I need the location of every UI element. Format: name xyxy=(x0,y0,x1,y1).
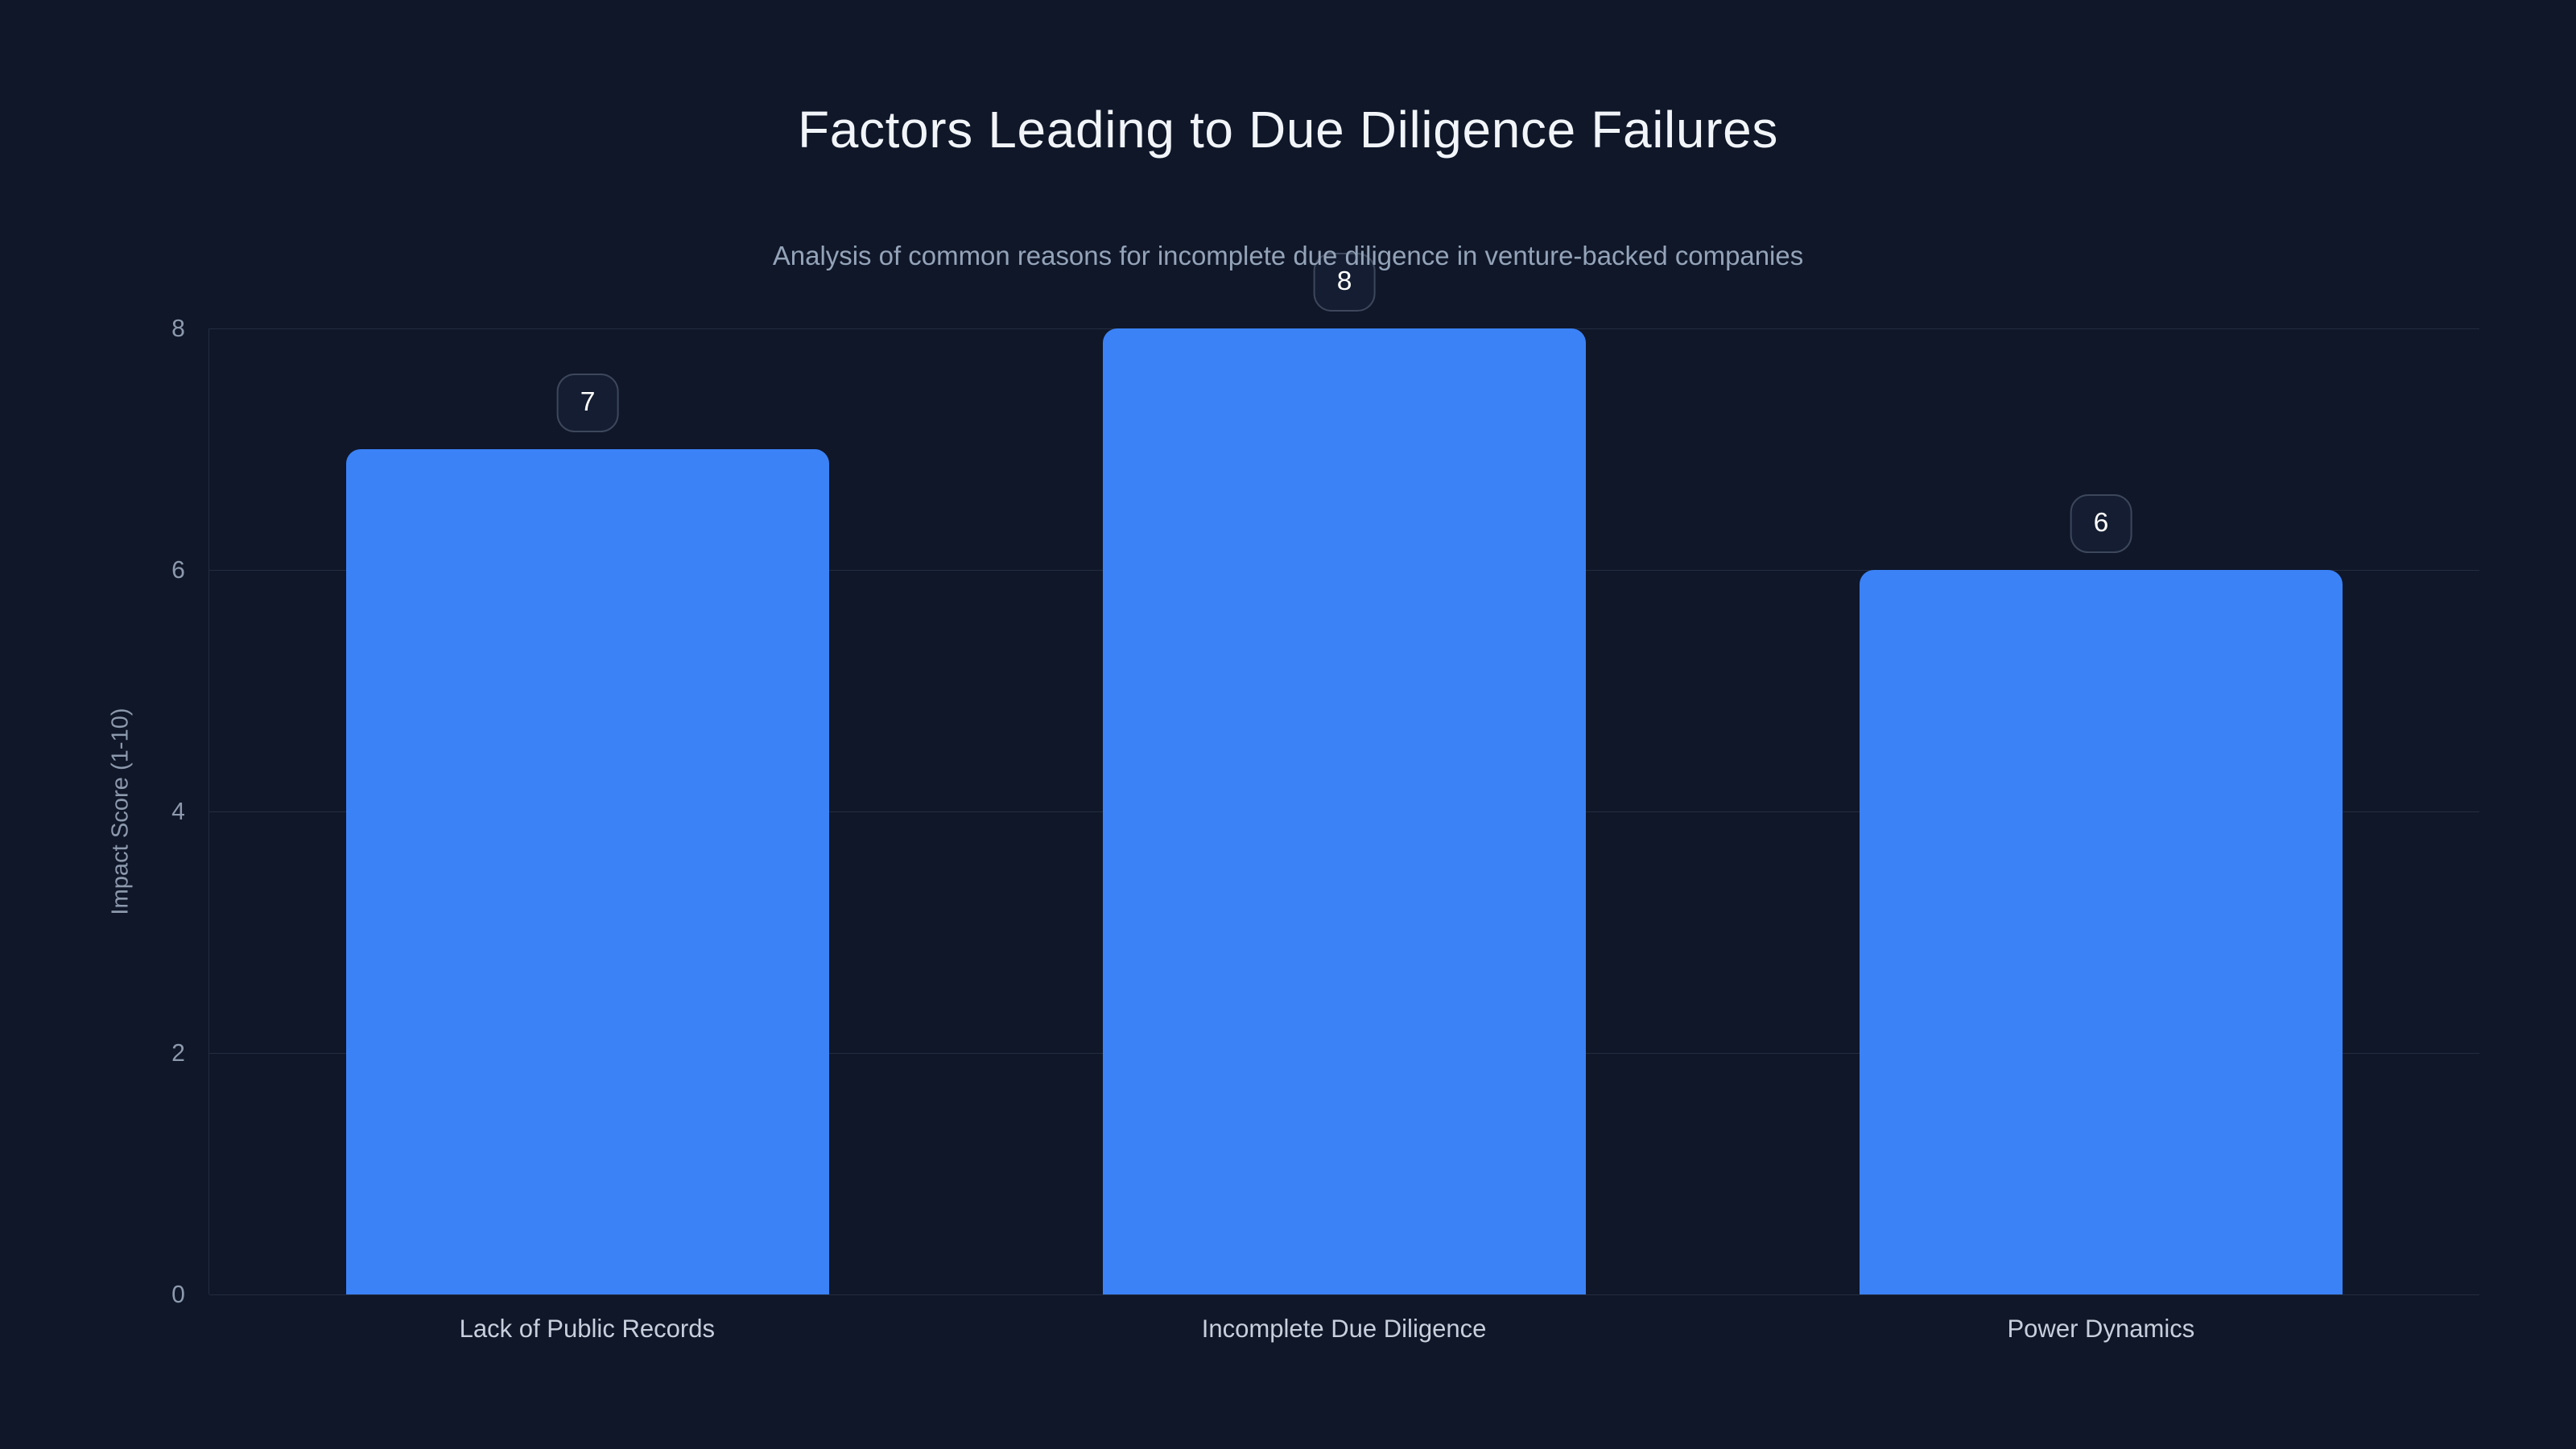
y-tick-label: 2 xyxy=(171,1040,185,1067)
value-badge: 7 xyxy=(556,373,619,433)
bar-slot-incomplete-due-diligence: 8 xyxy=(966,252,1723,1295)
bar-power-dynamics[interactable]: 6 xyxy=(1859,493,2343,1295)
bar-slot-lack-of-public-records: 7 xyxy=(209,328,966,1295)
bar-lack-of-public-records[interactable]: 7 xyxy=(345,373,830,1295)
x-axis-labels: Lack of Public Records Incomplete Due Di… xyxy=(208,1315,2479,1344)
x-category-label: Power Dynamics xyxy=(2007,1314,2195,1343)
bars-row: 7 8 6 xyxy=(209,252,2479,1295)
y-tick-label: 6 xyxy=(171,557,185,584)
y-tick-label: 4 xyxy=(171,799,185,826)
plot-area: 8 6 4 2 0 7 8 6 xyxy=(171,252,2479,1307)
y-tick-label: 0 xyxy=(171,1282,185,1309)
chart-title: Factors Leading to Due Diligence Failure… xyxy=(798,101,1778,159)
chart-subtitle: Analysis of common reasons for incomplet… xyxy=(772,240,1804,270)
bar-incomplete-due-diligence[interactable]: 8 xyxy=(1102,252,1587,1295)
value-badge: 8 xyxy=(1313,252,1376,312)
gridline: 0 xyxy=(171,1282,2479,1307)
y-tick-label: 8 xyxy=(171,316,185,343)
value-badge: 6 xyxy=(2070,493,2132,554)
y-axis-title: Impact Score (1-10) xyxy=(107,708,134,915)
x-category-label: Lack of Public Records xyxy=(459,1314,715,1343)
bar-slot-power-dynamics: 6 xyxy=(1723,328,2479,1295)
x-category-label: Incomplete Due Diligence xyxy=(1201,1314,1487,1343)
